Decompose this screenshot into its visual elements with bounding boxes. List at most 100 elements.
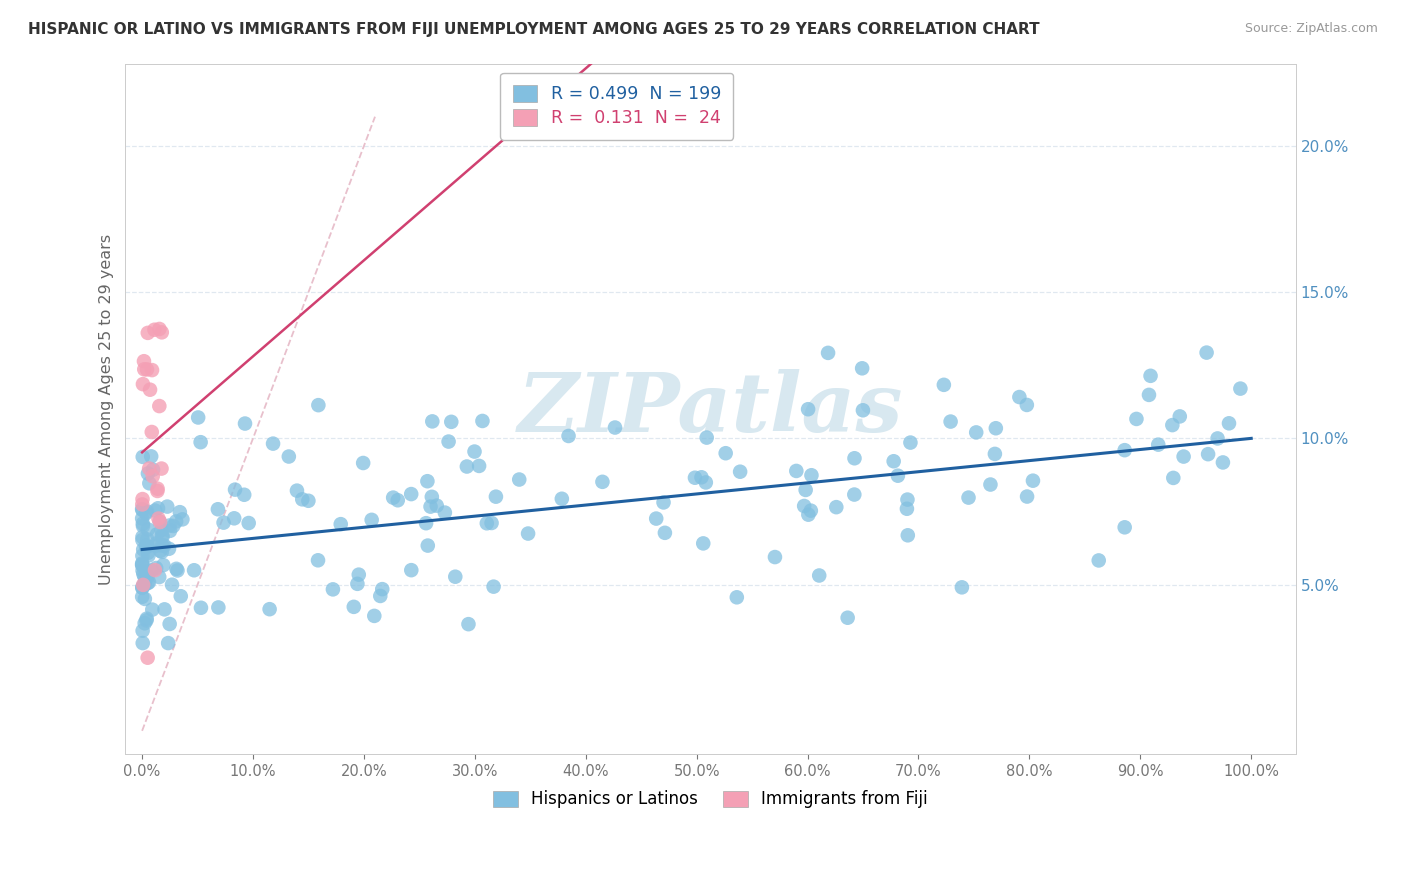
Point — [159, 518, 181, 533]
Point — [725, 591, 748, 605]
Point — [145, 561, 167, 575]
Point — [150, 326, 173, 340]
Point — [1114, 443, 1136, 458]
Point — [440, 415, 463, 429]
Point — [132, 450, 155, 464]
Point — [153, 539, 176, 553]
Point — [152, 558, 174, 573]
Point — [157, 636, 180, 650]
Point — [551, 491, 574, 506]
Point — [415, 516, 437, 531]
Y-axis label: Unemployment Among Ages 25 to 29 years: Unemployment Among Ages 25 to 29 years — [100, 234, 114, 584]
Point — [149, 515, 172, 529]
Point — [387, 493, 409, 508]
Point — [132, 542, 155, 557]
Point — [426, 499, 449, 513]
Point — [817, 346, 839, 360]
Point — [135, 539, 157, 553]
Point — [419, 500, 441, 514]
Point — [1147, 437, 1170, 451]
Point — [984, 421, 1007, 435]
Point — [135, 614, 157, 628]
Point — [207, 600, 229, 615]
Point — [457, 617, 479, 632]
Point — [146, 482, 169, 496]
Point — [1008, 390, 1031, 404]
Point — [131, 556, 153, 570]
Point — [136, 546, 159, 560]
Point — [141, 450, 163, 464]
Point — [131, 590, 153, 604]
Point — [346, 577, 368, 591]
Point — [165, 515, 187, 529]
Point — [468, 458, 491, 473]
Point — [887, 468, 910, 483]
Point — [136, 576, 159, 591]
Point — [652, 495, 675, 509]
Point — [146, 483, 169, 498]
Point — [139, 383, 162, 397]
Point — [297, 493, 319, 508]
Point — [1015, 490, 1038, 504]
Point — [965, 425, 987, 440]
Point — [695, 475, 717, 490]
Point — [136, 504, 159, 518]
Point — [1161, 418, 1184, 433]
Point — [131, 564, 153, 578]
Point — [146, 501, 169, 516]
Point — [371, 582, 394, 596]
Point — [444, 570, 467, 584]
Point — [131, 533, 153, 547]
Point — [132, 578, 155, 592]
Point — [420, 414, 443, 428]
Point — [162, 519, 184, 533]
Point — [150, 461, 173, 475]
Point — [187, 410, 209, 425]
Point — [343, 599, 366, 614]
Point — [149, 544, 172, 558]
Point — [148, 570, 170, 584]
Point — [183, 563, 205, 577]
Text: ZIPatlas: ZIPatlas — [517, 369, 903, 450]
Point — [844, 487, 866, 501]
Point — [134, 591, 156, 606]
Point — [157, 541, 180, 556]
Point — [696, 431, 718, 445]
Point — [416, 474, 439, 488]
Point — [135, 506, 157, 520]
Point — [793, 499, 815, 513]
Point — [957, 491, 980, 505]
Point — [896, 501, 918, 516]
Point — [797, 508, 820, 522]
Point — [138, 461, 160, 475]
Point — [148, 511, 170, 525]
Point — [131, 530, 153, 544]
Point — [131, 558, 153, 573]
Point — [852, 403, 875, 417]
Point — [1229, 382, 1251, 396]
Point — [135, 612, 157, 626]
Point — [1197, 447, 1219, 461]
Point — [131, 511, 153, 525]
Point — [360, 513, 382, 527]
Point — [212, 516, 235, 530]
Point — [136, 467, 159, 481]
Point — [138, 476, 160, 491]
Point — [690, 470, 713, 484]
Point — [134, 574, 156, 588]
Point — [399, 487, 422, 501]
Point — [1212, 455, 1234, 469]
Point — [368, 589, 391, 603]
Point — [134, 616, 156, 631]
Point — [1125, 412, 1147, 426]
Point — [131, 503, 153, 517]
Point — [143, 323, 166, 337]
Point — [896, 492, 918, 507]
Point — [851, 361, 873, 376]
Point — [485, 490, 508, 504]
Point — [132, 636, 155, 650]
Point — [190, 435, 212, 450]
Point — [844, 451, 866, 466]
Point — [1173, 450, 1195, 464]
Point — [471, 414, 494, 428]
